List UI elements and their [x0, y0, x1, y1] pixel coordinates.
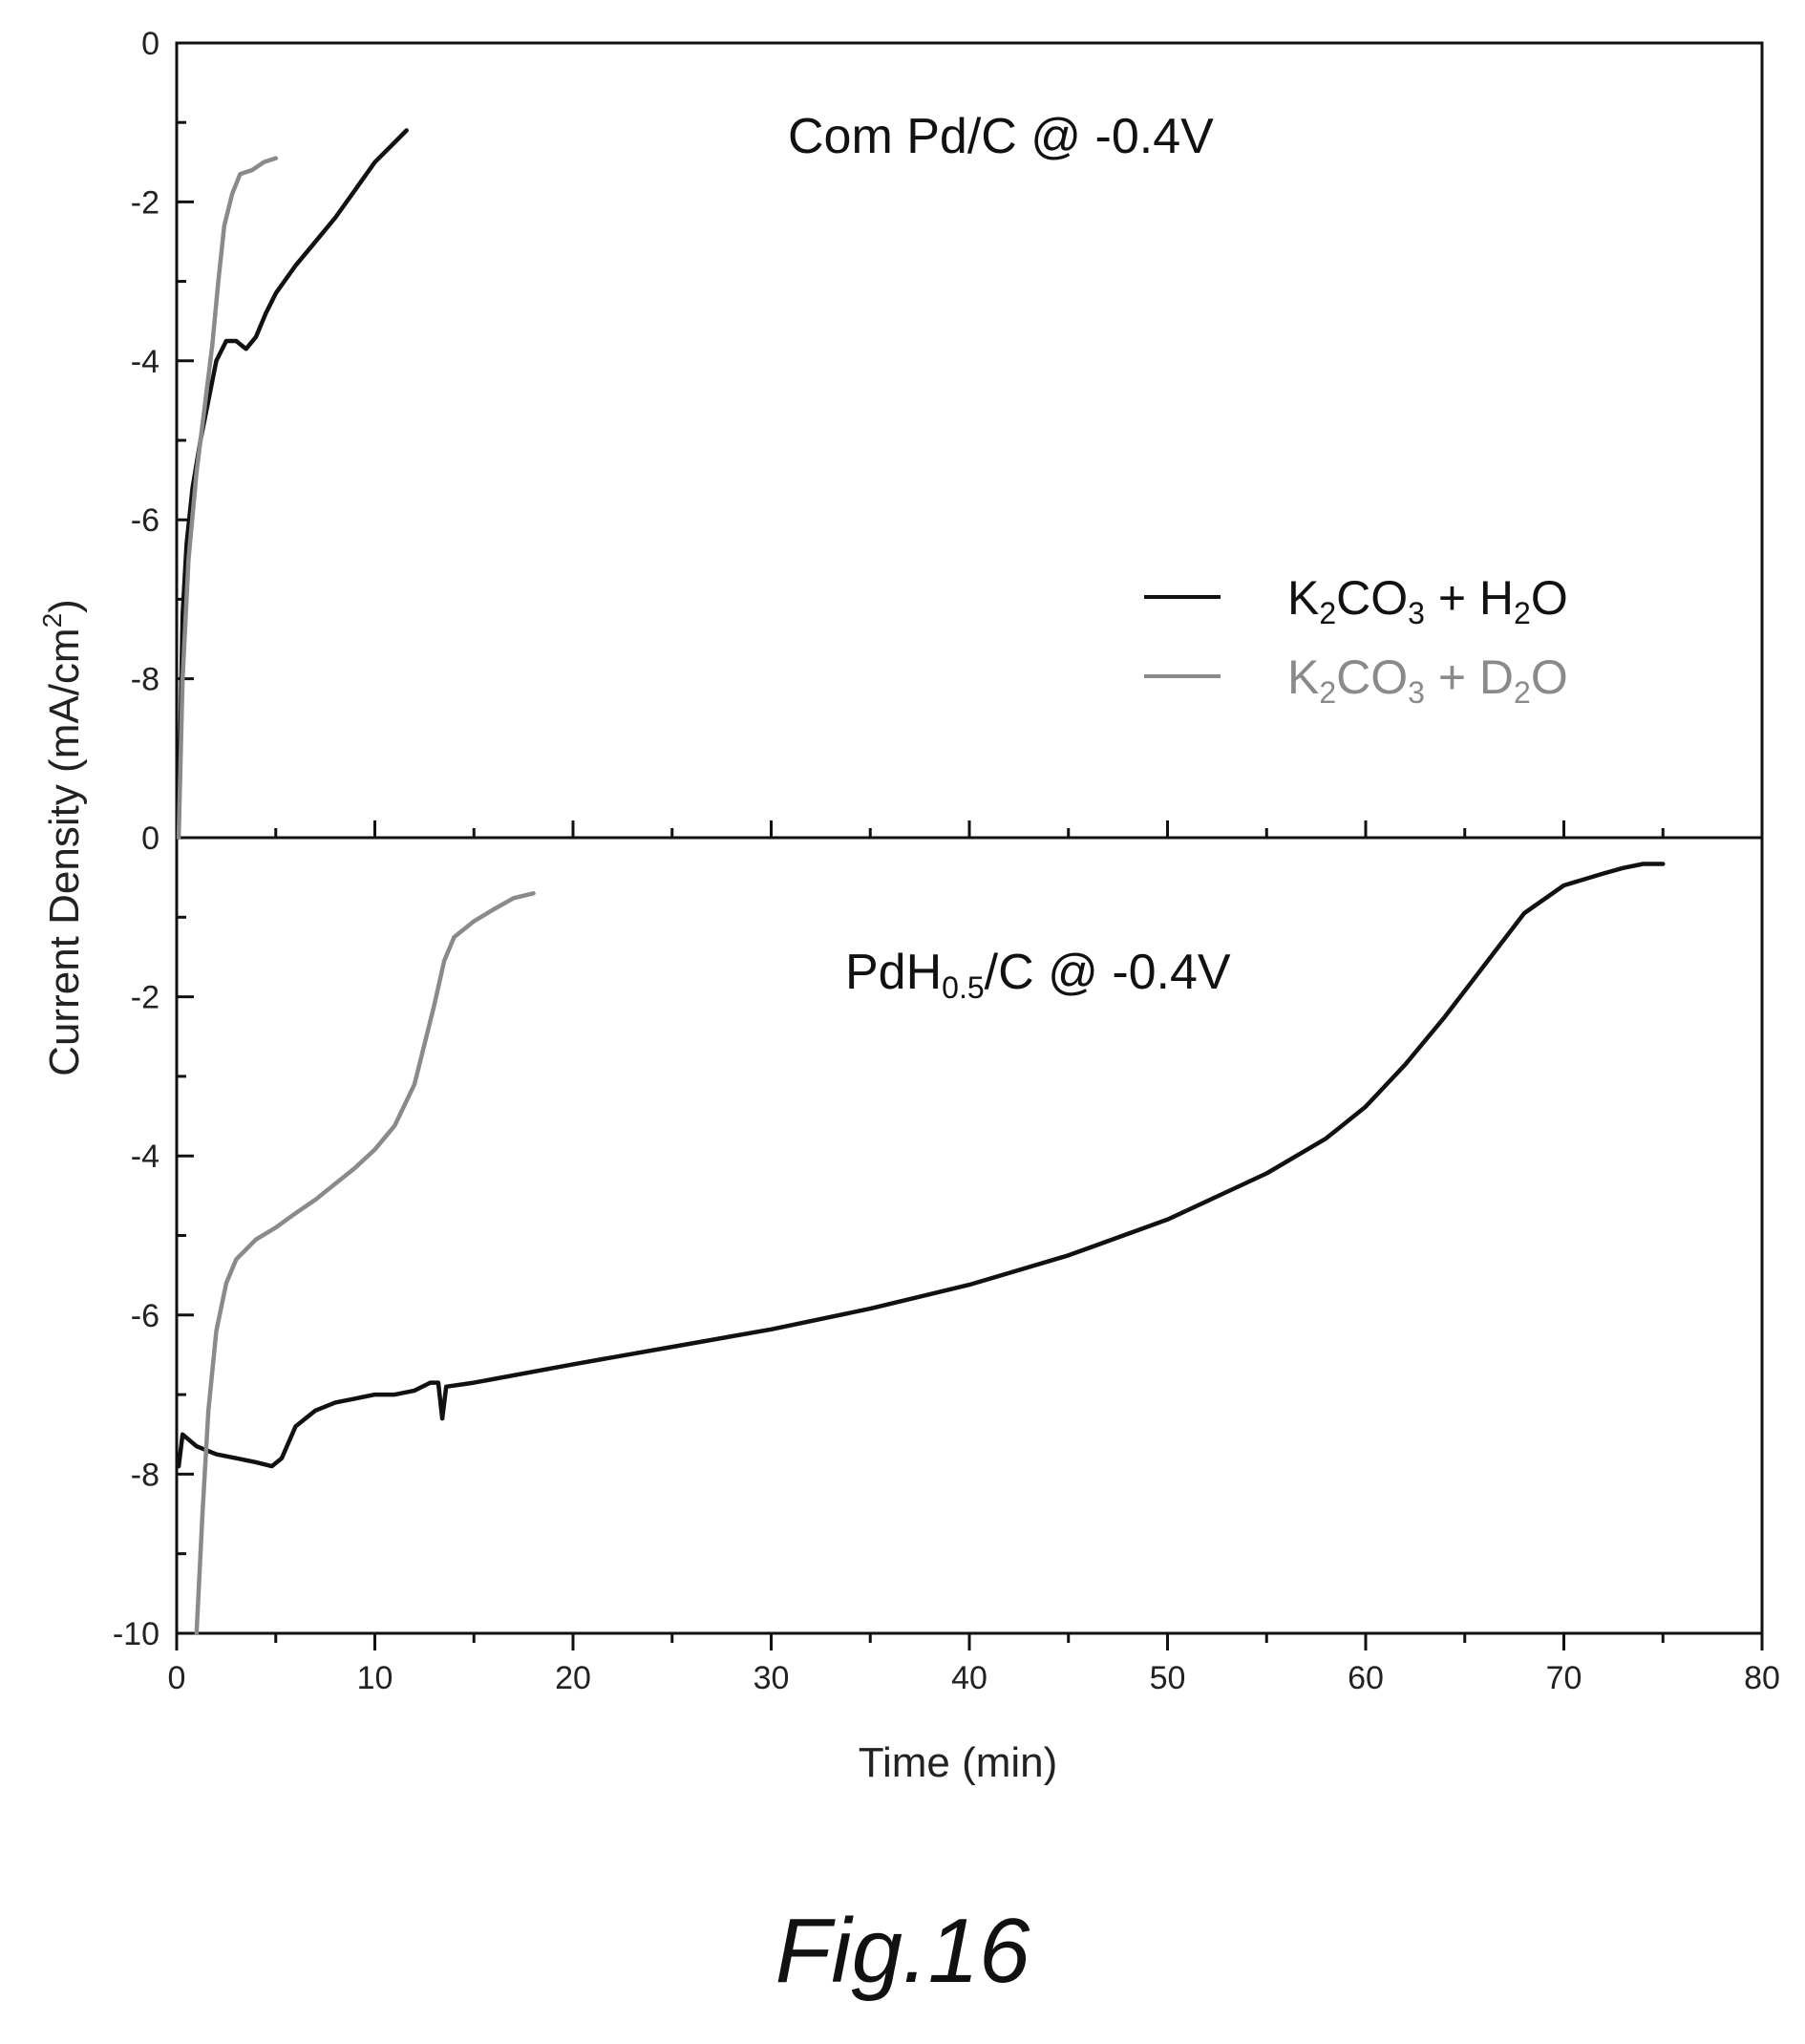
y-tick-label: -6 — [131, 1298, 159, 1334]
y-tick-label: -8 — [131, 1457, 159, 1493]
annotation-rest: /C @ -0.4V — [985, 945, 1231, 1000]
y-tick-label: -8 — [131, 662, 159, 698]
y-tick-label: 0 — [141, 820, 159, 857]
y-tick-label: -4 — [131, 344, 159, 380]
top-d2o-line — [176, 156, 279, 841]
y-axis-label: Current Density (mA/cm2) — [37, 599, 88, 1076]
x-tick-label: 0 — [168, 1660, 186, 1696]
tick-labels: 0-2-4-6-80-2-4-6-8-100 10 20 30 40 50 60 70 80 — [113, 26, 1780, 1696]
x-tick-label: 60 — [1348, 1660, 1384, 1696]
x-tick-label: 80 — [1744, 1660, 1780, 1696]
legend-label-h2o: K2CO3 + H2O — [1287, 571, 1568, 630]
y-tick-label: -4 — [131, 1139, 159, 1175]
series-layer — [176, 128, 1666, 1636]
top-panel-annotation: Com Pd/C @ -0.4V — [788, 109, 1214, 164]
bottom-h2o-line — [176, 862, 1666, 1469]
y-tick-label: -10 — [113, 1616, 159, 1652]
legend: K2CO3 + H2O K2CO3 + D2O — [1144, 571, 1568, 710]
x-tick-label: 10 — [357, 1660, 393, 1696]
x-tick-label: 30 — [754, 1660, 790, 1696]
x-tick-label: 70 — [1546, 1660, 1582, 1696]
annotation-subscript: 0.5 — [942, 970, 984, 1005]
figure-caption: Fig.16 — [775, 1900, 1030, 2002]
top-h2o-line — [176, 128, 409, 832]
y-tick-label: -6 — [131, 502, 159, 539]
x-tick-label: 20 — [555, 1660, 591, 1696]
bottom-panel-annotation: PdH0.5/C @ -0.4V — [845, 945, 1231, 1005]
x-tick-label: 50 — [1150, 1660, 1186, 1696]
y-tick-label: -2 — [131, 980, 159, 1016]
y-tick-label: 0 — [141, 26, 159, 62]
axis-ticks — [175, 41, 1764, 1650]
bottom-d2o-line — [194, 891, 536, 1636]
x-axis-label: Time (min) — [859, 1739, 1058, 1786]
legend-label-d2o: K2CO3 + D2O — [1287, 650, 1568, 710]
x-tick-label: 40 — [951, 1660, 987, 1696]
y-tick-label: -2 — [131, 184, 159, 221]
annotation-base: PdH — [845, 945, 942, 1000]
plot-frame — [175, 41, 1764, 1635]
